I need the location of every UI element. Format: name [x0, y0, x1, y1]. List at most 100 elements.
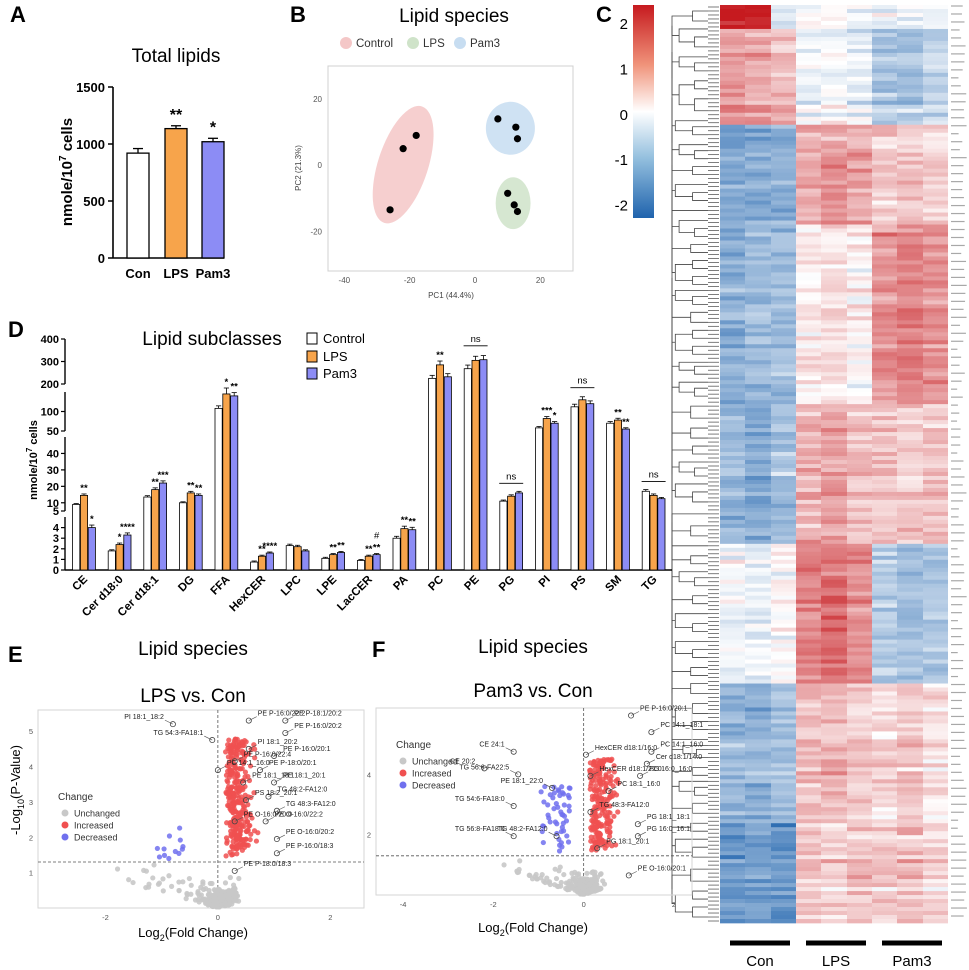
panel-d-bar	[214, 407, 223, 571]
heatmap-cell	[923, 252, 948, 257]
heatmap-cell	[897, 136, 923, 142]
heatmap-cell	[745, 416, 771, 421]
heatmap-cell	[771, 515, 796, 521]
heatmap-cell	[872, 671, 897, 676]
panel-f-plot: -4 -2 0 224ChangeUnchangedIncreasedDecrease…	[367, 706, 703, 909]
heatmap-cell	[745, 248, 771, 253]
heatmap-cell	[745, 843, 771, 848]
heatmap-cell	[745, 623, 771, 628]
heatmap-cell	[897, 559, 923, 565]
heatmap-cell	[771, 619, 796, 624]
heatmap-cell	[745, 400, 771, 405]
heatmap-cell	[745, 743, 771, 748]
heatmap-cell	[720, 32, 745, 38]
heatmap-cell	[745, 428, 771, 433]
heatmap-cell	[745, 527, 771, 533]
heatmap-cell	[923, 627, 948, 632]
heatmap-cell	[745, 336, 771, 341]
panel-f-label-leader	[543, 783, 553, 789]
panel-f-point-decreased	[539, 828, 545, 835]
heatmap-cell	[771, 236, 796, 241]
heatmap-cell	[923, 256, 948, 261]
heatmap-cell	[821, 735, 847, 740]
heatmap-cell	[847, 296, 872, 301]
heatmap-cell	[720, 228, 745, 233]
heatmap-cell	[897, 847, 923, 852]
panel-d-y-tick-label: 50	[47, 426, 59, 438]
heatmap-cell	[872, 92, 897, 98]
heatmap-cell	[872, 80, 897, 86]
dendrogram-branch	[694, 387, 708, 397]
heatmap-cell	[720, 104, 745, 110]
heatmap-cell	[923, 260, 948, 265]
heatmap-cell	[821, 272, 847, 277]
heatmap-cell	[720, 176, 745, 181]
heatmap-cell	[745, 491, 771, 497]
heatmap-cell	[872, 444, 897, 449]
panel-f-point-decreased	[547, 819, 553, 825]
heatmap-cell	[720, 344, 745, 349]
panel-d-bar	[586, 403, 595, 571]
heatmap-cell	[923, 755, 948, 760]
heatmap-cell	[897, 428, 923, 433]
panel-d-y-tick-label: 20	[47, 481, 59, 493]
panel-b-x-tick-label: 0	[473, 276, 478, 285]
heatmap-cell	[847, 831, 872, 836]
heatmap-cell	[923, 571, 948, 577]
heatmap-cell	[847, 440, 872, 445]
panel-e-point-increased	[233, 835, 240, 842]
heatmap-cell	[821, 200, 847, 205]
heatmap-cell	[847, 783, 872, 788]
heatmap-cell	[821, 128, 847, 134]
heatmap-cell	[847, 428, 872, 433]
heatmap-cell	[847, 563, 872, 569]
heatmap-cell	[847, 204, 872, 209]
panel-f-y-tick-label: 2	[367, 831, 371, 840]
heatmap-cell	[923, 188, 948, 193]
heatmap-cell	[847, 887, 872, 892]
panel-f-point-decreased	[564, 833, 570, 839]
heatmap-cell	[771, 5, 796, 10]
panel-e-point-label: PE O-16:0/20:2	[286, 829, 334, 836]
heatmap-cell	[923, 871, 948, 876]
heatmap-cell	[847, 535, 872, 541]
heatmap-cell	[771, 48, 796, 54]
heatmap-cell	[771, 428, 796, 433]
heatmap-cell	[796, 100, 821, 106]
heatmap-cell	[847, 911, 872, 916]
heatmap-cell	[720, 212, 745, 217]
heatmap-cell	[821, 324, 847, 329]
panel-d-bar	[542, 418, 551, 571]
panel-e-point-increased	[239, 800, 245, 806]
panel-b-legend-swatch	[340, 37, 352, 49]
heatmap-cell	[923, 5, 948, 10]
heatmap-cell	[745, 891, 771, 896]
heatmap-cell	[897, 631, 923, 636]
panel-e-point-unchanged	[200, 879, 206, 885]
heatmap-cell	[745, 8, 771, 14]
heatmap-cell	[847, 64, 872, 70]
heatmap-cell	[923, 272, 948, 277]
heatmap-cell	[872, 615, 897, 621]
heatmap-cell	[872, 120, 897, 126]
panel-f-point-label: PG 18:1_18:1	[647, 814, 690, 821]
heatmap-cell	[923, 240, 948, 245]
heatmap-cell	[720, 771, 745, 776]
heatmap-cell	[897, 479, 923, 485]
heatmap-cell	[796, 603, 821, 609]
heatmap-cell	[872, 503, 897, 509]
dendrogram-branch	[690, 667, 708, 676]
heatmap-cell	[720, 783, 745, 788]
heatmap-cell	[847, 52, 872, 58]
heatmap-cell	[745, 487, 771, 493]
heatmap-cell	[923, 464, 948, 469]
heatmap-cell	[821, 707, 847, 712]
heatmap-cell	[872, 320, 897, 325]
heatmap-cell	[872, 76, 897, 82]
heatmap-cell	[847, 715, 872, 720]
heatmap-cell	[745, 915, 771, 920]
heatmap-cell	[847, 460, 872, 465]
heatmap-cell	[745, 787, 771, 792]
heatmap-cell	[897, 747, 923, 752]
heatmap-cell	[796, 196, 821, 201]
